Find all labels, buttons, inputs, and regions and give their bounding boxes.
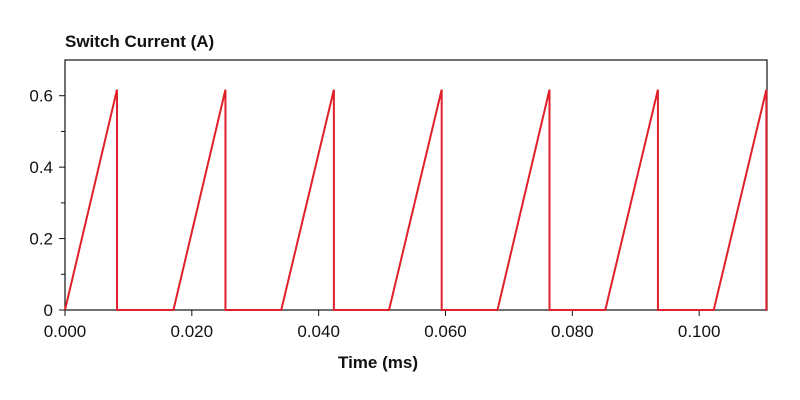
plot-area-frame <box>64 59 768 311</box>
y-tick-label: 0.6 <box>29 87 53 106</box>
x-tick-label: 0.000 <box>44 322 87 341</box>
x-tick-label: 0.080 <box>551 322 594 341</box>
y-tick-label: 0.2 <box>29 230 53 249</box>
x-axis-label: Time (ms) <box>338 353 418 372</box>
y-tick-label: 0.4 <box>29 158 53 177</box>
x-tick-label: 0.100 <box>678 322 721 341</box>
y-tick-label: 0 <box>44 301 53 320</box>
x-tick-label: 0.040 <box>297 322 340 341</box>
chart-title: Switch Current (A) <box>65 32 214 51</box>
x-tick-label: 0.060 <box>424 322 467 341</box>
y-axis: 0 0.2 0.4 0.6 <box>29 87 65 320</box>
series-line-switch-current <box>64 89 768 311</box>
x-tick-label: 0.020 <box>171 322 214 341</box>
x-axis: 0.000 0.020 0.040 0.060 0.080 0.100 <box>44 310 721 341</box>
